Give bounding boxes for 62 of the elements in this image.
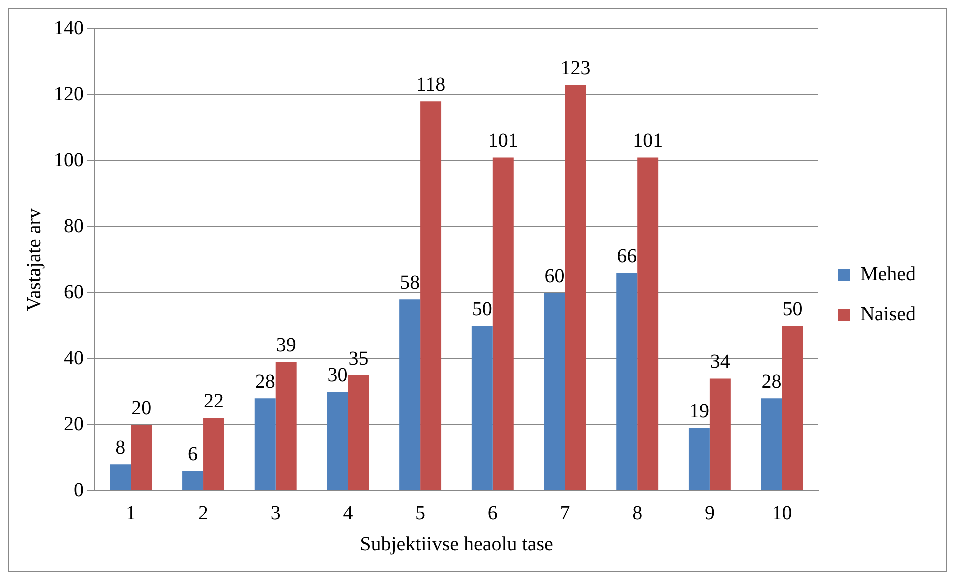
data-label: 50 <box>782 298 803 320</box>
bar <box>400 300 421 490</box>
bar <box>472 326 493 490</box>
data-label: 30 <box>328 364 348 386</box>
y-tick-label: 40 <box>64 347 84 370</box>
y-tick-label: 120 <box>54 83 84 106</box>
bar <box>348 376 370 490</box>
bar <box>565 85 586 490</box>
data-label: 39 <box>276 334 296 357</box>
x-tick-label: 5 <box>416 502 426 524</box>
y-tick-label: 80 <box>64 215 84 238</box>
x-axis-title: Subjektiivse heaolu tase <box>360 533 554 556</box>
data-label: 28 <box>762 370 782 393</box>
y-tick-label: 100 <box>54 149 84 172</box>
bar <box>638 158 659 490</box>
y-tick-label: 0 <box>74 479 84 502</box>
x-tick-label: 8 <box>632 502 643 524</box>
bar <box>544 293 566 490</box>
data-label: 34 <box>710 351 730 374</box>
data-label: 8 <box>116 436 126 459</box>
x-tick-label: 9 <box>704 502 715 524</box>
x-tick-label: 4 <box>343 502 354 524</box>
legend-label: Naised <box>860 303 916 326</box>
bar <box>327 392 348 490</box>
data-label: 28 <box>255 370 276 393</box>
y-tick-label: 20 <box>64 413 84 436</box>
bar <box>276 362 297 490</box>
data-label: 50 <box>472 298 492 320</box>
data-label: 60 <box>544 265 565 288</box>
data-label: 22 <box>204 390 224 413</box>
x-tick-label: 6 <box>488 502 498 524</box>
data-label: 35 <box>348 348 369 370</box>
bar <box>710 378 731 490</box>
data-label: 6 <box>188 443 198 466</box>
bar <box>420 102 442 490</box>
data-label: 20 <box>132 397 152 420</box>
x-tick-label: 7 <box>560 502 570 524</box>
x-tick-label: 1 <box>126 502 136 524</box>
bar <box>782 326 804 490</box>
data-label: 19 <box>689 400 710 423</box>
y-axis-title: Vastajate arv <box>23 208 46 312</box>
data-label: 101 <box>633 130 664 152</box>
bar <box>182 471 204 490</box>
data-label: 66 <box>617 245 638 268</box>
x-tick-label: 3 <box>270 502 281 524</box>
x-tick-label: 10 <box>772 502 792 524</box>
data-label: 118 <box>416 74 446 96</box>
bar <box>492 158 514 490</box>
bar <box>110 464 132 490</box>
data-label: 123 <box>560 57 591 80</box>
bar <box>761 398 782 490</box>
x-tick-label: 2 <box>198 502 209 524</box>
bar <box>254 398 276 490</box>
legend-label: Mehed <box>860 263 916 286</box>
bar <box>616 273 638 490</box>
y-tick-label: 140 <box>54 17 84 40</box>
data-label: 58 <box>400 272 420 294</box>
bar <box>131 425 152 490</box>
bar <box>688 428 710 490</box>
data-label: 101 <box>488 130 518 152</box>
bar <box>204 418 224 490</box>
y-tick-label: 60 <box>64 281 84 304</box>
